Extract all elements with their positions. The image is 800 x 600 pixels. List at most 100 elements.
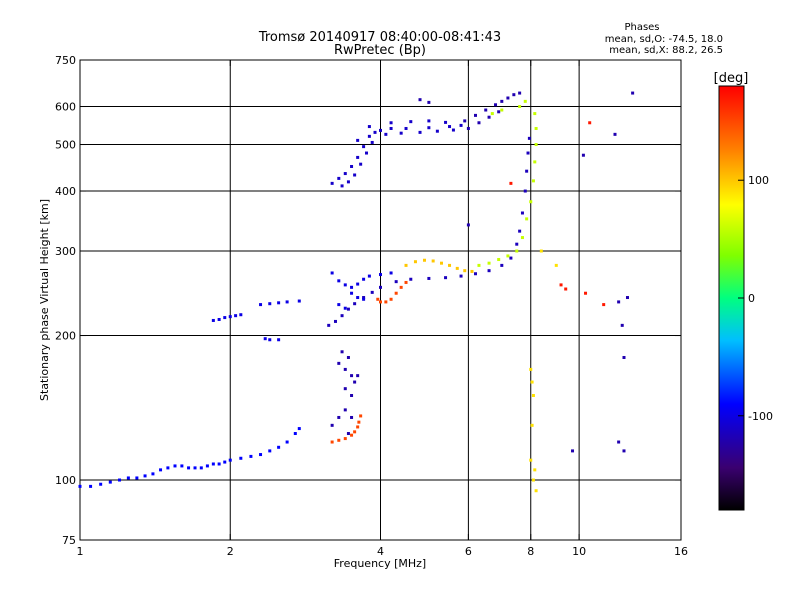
data-point bbox=[533, 160, 537, 164]
data-point bbox=[531, 179, 535, 183]
y-axis-label: Stationary phase Virtual Height [km] bbox=[38, 199, 51, 401]
data-point bbox=[78, 484, 82, 488]
data-point bbox=[350, 164, 354, 168]
data-point bbox=[199, 466, 203, 470]
data-point bbox=[459, 123, 463, 127]
data-point bbox=[625, 296, 629, 300]
colorbar-tick-label: 100 bbox=[748, 174, 769, 187]
y-tick-label: 600 bbox=[55, 101, 76, 114]
data-point bbox=[277, 301, 281, 305]
data-point bbox=[239, 456, 243, 460]
data-point bbox=[394, 280, 398, 284]
chart-title: Tromsø 20140917 08:40:00-08:41:43 bbox=[258, 30, 501, 45]
data-point bbox=[193, 466, 197, 470]
data-point bbox=[99, 482, 103, 486]
data-point bbox=[533, 468, 537, 472]
data-point bbox=[362, 297, 366, 301]
data-point bbox=[370, 140, 374, 144]
data-point bbox=[187, 466, 191, 470]
data-point bbox=[613, 132, 617, 136]
data-point bbox=[394, 291, 398, 295]
data-point bbox=[418, 98, 422, 102]
data-point bbox=[108, 480, 112, 484]
data-point bbox=[527, 136, 531, 140]
data-point bbox=[350, 394, 354, 398]
data-point bbox=[173, 464, 177, 468]
data-point bbox=[362, 145, 366, 149]
data-point bbox=[259, 453, 263, 457]
data-point bbox=[327, 323, 331, 327]
data-point bbox=[370, 290, 374, 294]
data-point bbox=[529, 458, 533, 462]
data-point bbox=[126, 476, 130, 480]
data-point bbox=[523, 189, 527, 193]
data-point bbox=[494, 103, 498, 107]
data-point bbox=[427, 126, 431, 130]
data-point bbox=[343, 283, 347, 287]
data-point bbox=[427, 276, 431, 280]
data-point bbox=[356, 282, 360, 286]
data-point bbox=[500, 99, 504, 103]
data-point bbox=[534, 126, 538, 130]
data-point bbox=[525, 169, 529, 173]
data-point bbox=[277, 445, 281, 449]
data-point bbox=[350, 415, 354, 419]
data-point bbox=[523, 99, 527, 103]
y-tick-label: 100 bbox=[55, 474, 76, 487]
data-point bbox=[217, 462, 221, 466]
data-point bbox=[379, 273, 382, 277]
data-point bbox=[409, 277, 413, 281]
data-point bbox=[379, 300, 382, 304]
x-axis-label: Frequency [MHz] bbox=[334, 557, 426, 570]
y-tick-label: 500 bbox=[55, 139, 76, 152]
data-point bbox=[268, 302, 272, 306]
data-point bbox=[249, 454, 253, 458]
data-point bbox=[427, 100, 431, 104]
data-point bbox=[343, 387, 347, 391]
y-tick-label: 75 bbox=[62, 534, 76, 547]
data-point bbox=[365, 151, 369, 155]
data-point bbox=[529, 367, 533, 371]
data-point bbox=[330, 181, 334, 185]
x-tick-label: 4 bbox=[377, 545, 384, 558]
data-point bbox=[431, 259, 435, 263]
data-point bbox=[518, 105, 522, 109]
x-tick-label: 6 bbox=[465, 545, 472, 558]
data-point bbox=[404, 263, 408, 267]
data-point bbox=[384, 300, 388, 304]
data-point bbox=[487, 269, 491, 273]
data-point bbox=[211, 318, 215, 322]
x-tick-label: 2 bbox=[227, 545, 234, 558]
data-point bbox=[518, 91, 522, 95]
data-point bbox=[350, 433, 354, 437]
data-point bbox=[353, 430, 357, 434]
data-point bbox=[166, 466, 170, 470]
data-point bbox=[622, 449, 626, 453]
data-point bbox=[362, 296, 366, 300]
y-tick-label: 300 bbox=[55, 245, 76, 258]
data-point bbox=[584, 291, 588, 295]
colorbar-tick-label: -100 bbox=[748, 410, 773, 423]
data-point bbox=[337, 415, 341, 419]
data-point bbox=[337, 361, 341, 365]
data-point bbox=[463, 269, 467, 273]
data-point bbox=[356, 425, 360, 429]
data-point bbox=[427, 119, 431, 123]
data-point bbox=[617, 300, 621, 304]
data-point bbox=[330, 440, 334, 444]
data-point bbox=[343, 437, 347, 441]
data-point bbox=[205, 464, 209, 468]
data-point bbox=[356, 296, 360, 300]
data-point bbox=[588, 121, 592, 125]
data-point bbox=[506, 96, 510, 100]
phase-mean-x: mean, sd,X: 88.2, 26.5 bbox=[609, 45, 723, 56]
data-point bbox=[389, 297, 393, 301]
data-point bbox=[217, 317, 221, 321]
data-point bbox=[418, 130, 422, 134]
data-point bbox=[466, 126, 470, 130]
data-point bbox=[484, 108, 488, 112]
data-point bbox=[379, 128, 382, 132]
data-point bbox=[539, 249, 543, 253]
data-point bbox=[463, 119, 467, 123]
data-point bbox=[350, 291, 354, 295]
